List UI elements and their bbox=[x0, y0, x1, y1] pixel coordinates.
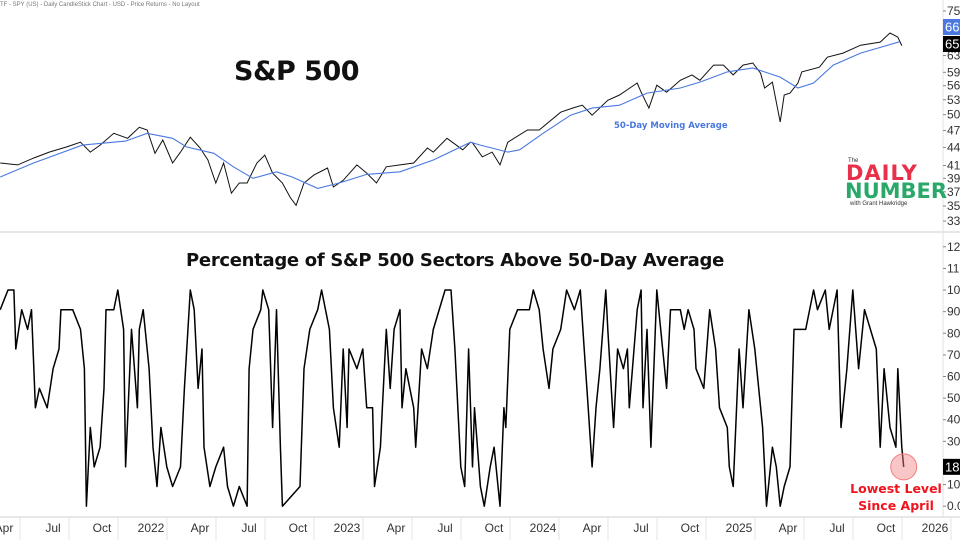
breadth-last-value-badge: 18.2 bbox=[945, 459, 960, 474]
y-tick-label: 630 bbox=[947, 49, 960, 63]
y-tick-label: 390 bbox=[947, 171, 960, 185]
x-tick-label: Jul bbox=[829, 521, 844, 535]
logo-number: NUMBER bbox=[845, 179, 948, 203]
y-tick-label: 80 bbox=[947, 326, 960, 340]
moving-average-line bbox=[0, 41, 900, 189]
y-tick-label: 440 bbox=[947, 140, 960, 154]
y-tick-label: 50 bbox=[947, 391, 960, 405]
x-axis: Apr Jul Oct 2022 Apr Jul Oct 2023 Apr Jul Oct 2024 A… bbox=[0, 517, 952, 540]
y-tick-label: 560 bbox=[947, 79, 960, 93]
y-tick-label: 370 bbox=[947, 185, 960, 199]
y-axes: 330350370390410 440 470 500530560590 630 750 1… bbox=[943, 4, 960, 513]
annotation-line-2: Since April bbox=[858, 498, 934, 513]
y-tick-label: 110 bbox=[947, 261, 960, 275]
x-tick-label: Jul bbox=[437, 521, 452, 535]
logo-the: The bbox=[848, 158, 859, 164]
y-tick-label: 100 bbox=[947, 283, 960, 297]
x-tick-label: Jul bbox=[633, 521, 648, 535]
annotation-line-1: Lowest Level bbox=[850, 481, 942, 496]
breadth-panel bbox=[0, 289, 918, 507]
y-tick-label: 590 bbox=[947, 65, 960, 79]
y-tick-label: 120 bbox=[947, 240, 960, 254]
x-tick-label: Oct bbox=[877, 521, 896, 535]
x-tick-label: Apr bbox=[583, 521, 602, 535]
y-tick-label: 500 bbox=[947, 108, 960, 122]
price-panel bbox=[0, 32, 903, 207]
x-tick-label: Apr bbox=[0, 521, 13, 535]
x-tick-label: 2025 bbox=[726, 521, 753, 535]
breadth-chart-title: Percentage of S&P 500 Sectors Above 50-D… bbox=[186, 250, 724, 271]
x-tick-label: Oct bbox=[93, 521, 112, 535]
price-last-value-badge-bg bbox=[943, 36, 960, 52]
price-line bbox=[0, 32, 903, 207]
y-tick-label: 90 bbox=[947, 305, 960, 319]
ma-last-value-badge-bg bbox=[943, 19, 960, 35]
x-tick-label: 2023 bbox=[334, 521, 361, 535]
price-chart-title: S&P 500 bbox=[234, 56, 360, 87]
x-tick-label: Apr bbox=[191, 521, 210, 535]
y-tick-label: 30 bbox=[947, 434, 960, 448]
x-tick-label: Apr bbox=[387, 521, 406, 535]
breadth-last-value-badge-bg bbox=[943, 458, 960, 475]
logo-byline: with Grant Hawkridge bbox=[850, 201, 908, 207]
x-tick-label: Jul bbox=[241, 521, 256, 535]
x-tick-label: 2026 bbox=[922, 521, 949, 535]
y-tick-label: 470 bbox=[947, 124, 960, 138]
y-tick-label: 40 bbox=[947, 413, 960, 427]
x-tick-label: Jul bbox=[45, 521, 60, 535]
breadth-line bbox=[0, 289, 905, 507]
y-tick-label: 410 bbox=[947, 159, 960, 173]
last-value-badges: 665 655 18.2 bbox=[943, 19, 960, 475]
x-tick-label: Oct bbox=[289, 521, 308, 535]
x-tick-label: 2024 bbox=[530, 521, 557, 535]
x-tick-label: Oct bbox=[681, 521, 700, 535]
y-tick-label: 350 bbox=[947, 199, 960, 213]
annotation-circle bbox=[890, 453, 918, 481]
x-tick-label: Apr bbox=[779, 521, 798, 535]
logo-daily: DAILY bbox=[846, 161, 918, 185]
y-tick-label: 10 bbox=[947, 478, 960, 492]
y-tick-label: 330 bbox=[947, 214, 960, 228]
chart-info-header: TF - SPY (US) - Daily CandleStick Chart … bbox=[0, 2, 200, 8]
ma-last-value-badge: 665 bbox=[945, 20, 960, 35]
y-tick-label: 750 bbox=[947, 4, 960, 18]
y-tick-label: 0.0 bbox=[947, 499, 960, 513]
y-tick-label: 70 bbox=[947, 348, 960, 362]
daily-number-logo: The DAILY NUMBER with Grant Hawkridge bbox=[845, 158, 948, 207]
y-tick-label: 60 bbox=[947, 370, 960, 384]
y-tick-label: 530 bbox=[947, 93, 960, 107]
x-tick-label: Oct bbox=[485, 521, 504, 535]
moving-average-label: 50-Day Moving Average bbox=[614, 121, 728, 131]
x-tick-label: 2022 bbox=[138, 521, 165, 535]
price-last-value-badge: 655 bbox=[945, 37, 960, 52]
